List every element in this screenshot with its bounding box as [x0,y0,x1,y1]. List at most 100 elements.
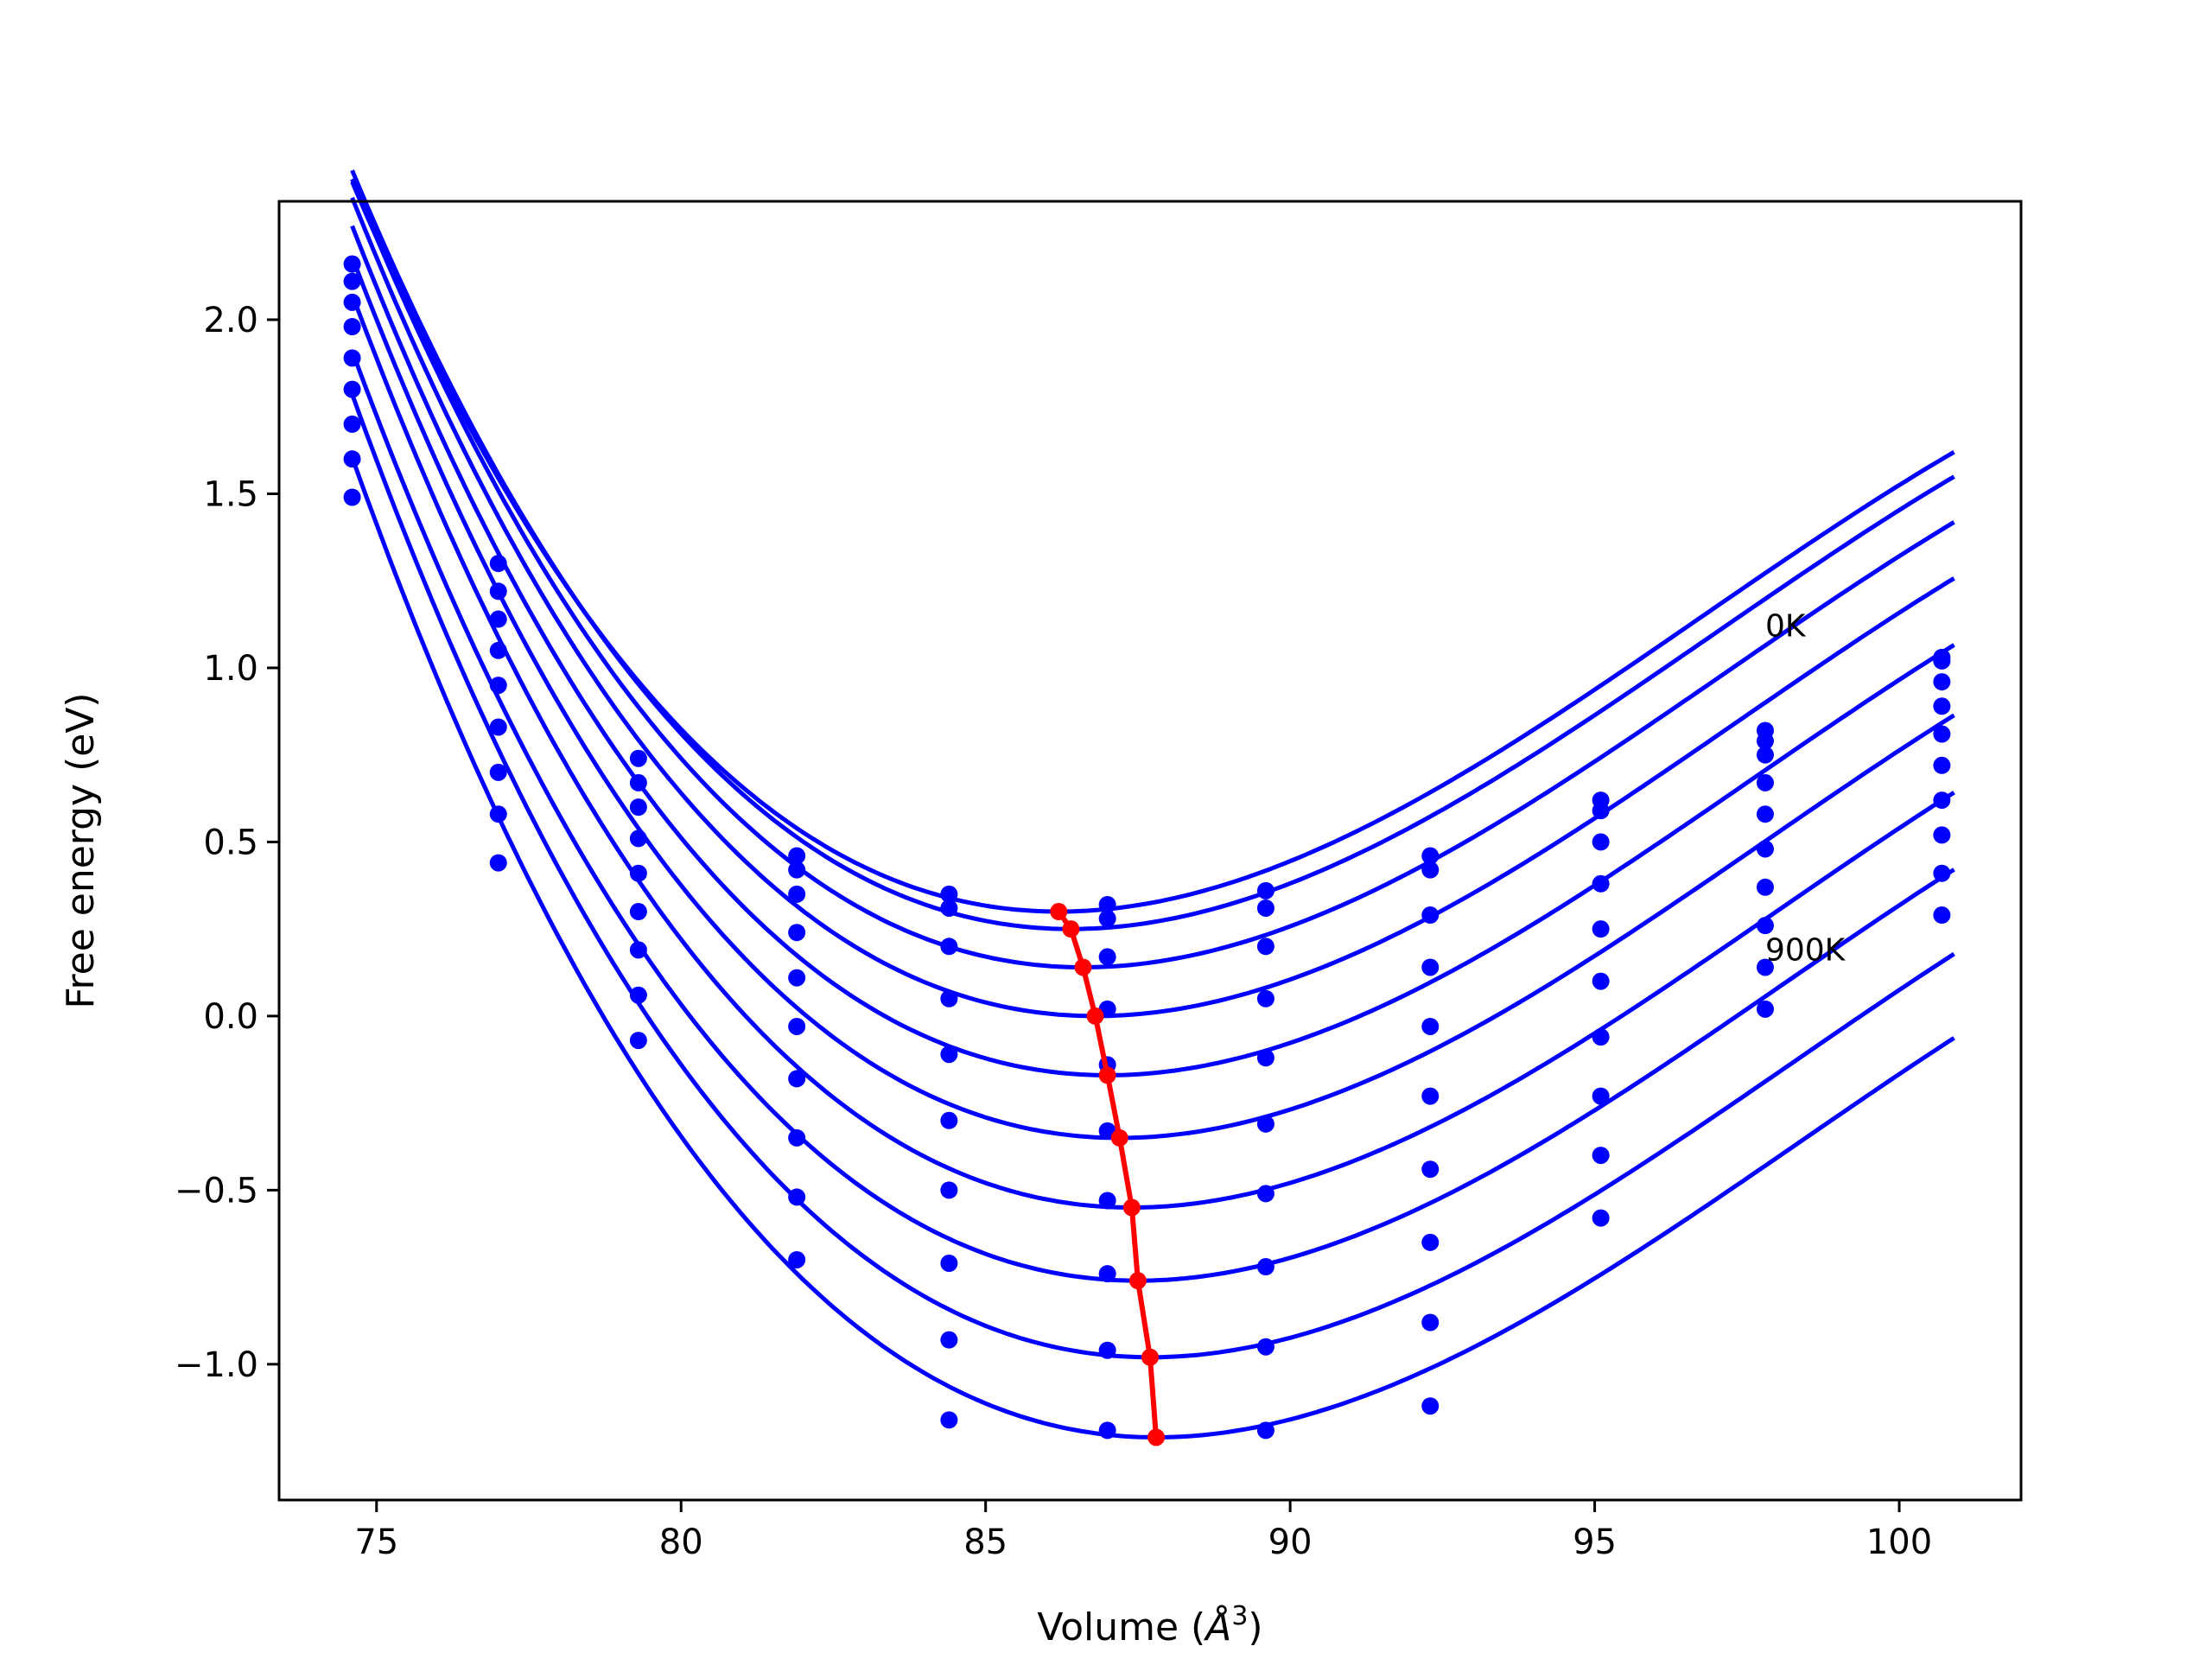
data-point-5-7 [1421,1087,1440,1105]
data-point-9-9 [1756,1000,1774,1018]
x-axis-label-close: ) [1248,1605,1262,1649]
x-tick-label-1: 80 [659,1522,703,1562]
data-point-7-5 [1098,1265,1116,1283]
data-point-1-9 [1756,732,1774,750]
data-point-9-7 [1421,1397,1440,1415]
minimum-point-1 [1062,920,1080,938]
data-point-1-7 [1421,861,1440,879]
data-point-0-5 [1098,895,1116,913]
data-point-8-6 [1256,1338,1274,1356]
data-point-8-7 [1421,1313,1440,1332]
data-point-9-3 [788,1250,806,1268]
data-point-3-8 [1592,874,1610,893]
x-axis-label-text: Volume ( [1037,1605,1205,1649]
fit-curve-7 [350,350,1955,1283]
data-point-7-6 [1256,1258,1274,1276]
annotation-1: 900K [1765,932,1847,968]
data-point-2-7 [1421,906,1440,925]
data-point-3-7 [1421,958,1440,976]
x-tick-label-3: 90 [1268,1522,1313,1562]
data-point-6-7 [1421,1160,1440,1179]
annotation-0: 0K [1765,609,1807,645]
fit-curve-5 [350,256,1955,1141]
y-axis-label: Free energy (eV) [59,692,103,1008]
data-point-2-0 [343,293,361,311]
data-point-2-4 [940,938,958,956]
data-point-7-9 [1756,917,1774,935]
minimum-point-8 [1141,1348,1159,1366]
fit-curve-1 [350,169,1955,931]
data-point-8-10 [1933,864,1951,882]
y-tick-label-1: −0.5 [175,1171,258,1211]
data-point-8-3 [788,1188,806,1206]
data-point-3-1 [489,641,507,659]
data-point-9-4 [940,1411,958,1429]
data-point-6-9 [1756,878,1774,896]
data-point-6-6 [1256,1185,1274,1203]
data-point-4-2 [629,864,647,882]
data-point-2-8 [1592,833,1610,851]
minimum-point-0 [1050,903,1068,921]
data-point-1-5 [1098,910,1116,928]
minimum-line [1050,903,1166,1446]
data-point-6-0 [343,415,361,433]
data-point-8-2 [629,1032,647,1050]
data-point-7-3 [788,1128,806,1147]
data-point-9-5 [1098,1421,1116,1440]
data-point-8-4 [940,1331,958,1349]
x-tick-label-4: 95 [1573,1522,1617,1562]
y-tick-label-4: 1.0 [203,649,258,689]
minimum-point-3 [1086,1007,1104,1025]
y-tick-label-2: 0.0 [203,997,258,1037]
x-axis-ticks: 75 80 85 90 95 100 [354,1500,1932,1562]
data-point-1-10 [1933,652,1951,670]
x-axis-label: Volume (Å3) [1037,1601,1262,1649]
minimum-point-2 [1074,958,1092,976]
data-point-7-8 [1592,1087,1610,1105]
data-point-5-8 [1592,972,1610,990]
data-point-5-1 [489,718,507,736]
data-point-1-1 [489,582,507,601]
data-point-0-0 [343,255,361,273]
data-point-4-9 [1756,805,1774,823]
data-point-8-5 [1098,1341,1116,1359]
data-point-0-2 [629,749,647,767]
data-point-3-0 [343,318,361,336]
data-point-8-9 [1756,958,1774,976]
data-point-2-5 [1098,948,1116,966]
data-point-0-4 [940,885,958,903]
data-point-3-9 [1756,773,1774,791]
minimum-point-7 [1128,1272,1147,1290]
data-point-2-1 [489,610,507,628]
fit-curve-3 [350,196,1955,1019]
y-tick-label-0: −1.0 [175,1345,258,1385]
data-point-0-7 [1421,847,1440,865]
data-point-4-10 [1933,725,1951,743]
data-point-3-6 [1256,989,1274,1007]
data-point-4-8 [1592,920,1610,938]
data-point-8-0 [343,488,361,506]
data-point-0-1 [489,555,507,573]
data-point-1-2 [629,773,647,791]
x-axis-label-exponent: 3 [1231,1601,1248,1631]
data-point-5-6 [1256,1115,1274,1133]
minimum-point-6 [1122,1198,1141,1217]
data-point-2-10 [1933,673,1951,691]
minimum-point-9 [1147,1428,1166,1446]
y-tick-label-3: 0.5 [203,823,258,862]
data-point-2-3 [788,885,806,903]
fit-curve-4 [350,225,1955,1077]
data-point-9-10 [1933,906,1951,925]
data-point-3-4 [940,989,958,1007]
data-point-7-0 [343,450,361,468]
data-point-1-3 [788,861,806,879]
data-point-1-6 [1256,899,1274,917]
data-point-6-2 [629,941,647,959]
y-axis-ticks: −1.0 −0.5 0.0 0.5 1.0 1.5 2.0 [175,301,279,1385]
data-point-3-2 [629,830,647,848]
data-point-2-9 [1756,746,1774,764]
y-tick-label-6: 2.0 [203,301,258,340]
data-point-5-9 [1756,840,1774,858]
